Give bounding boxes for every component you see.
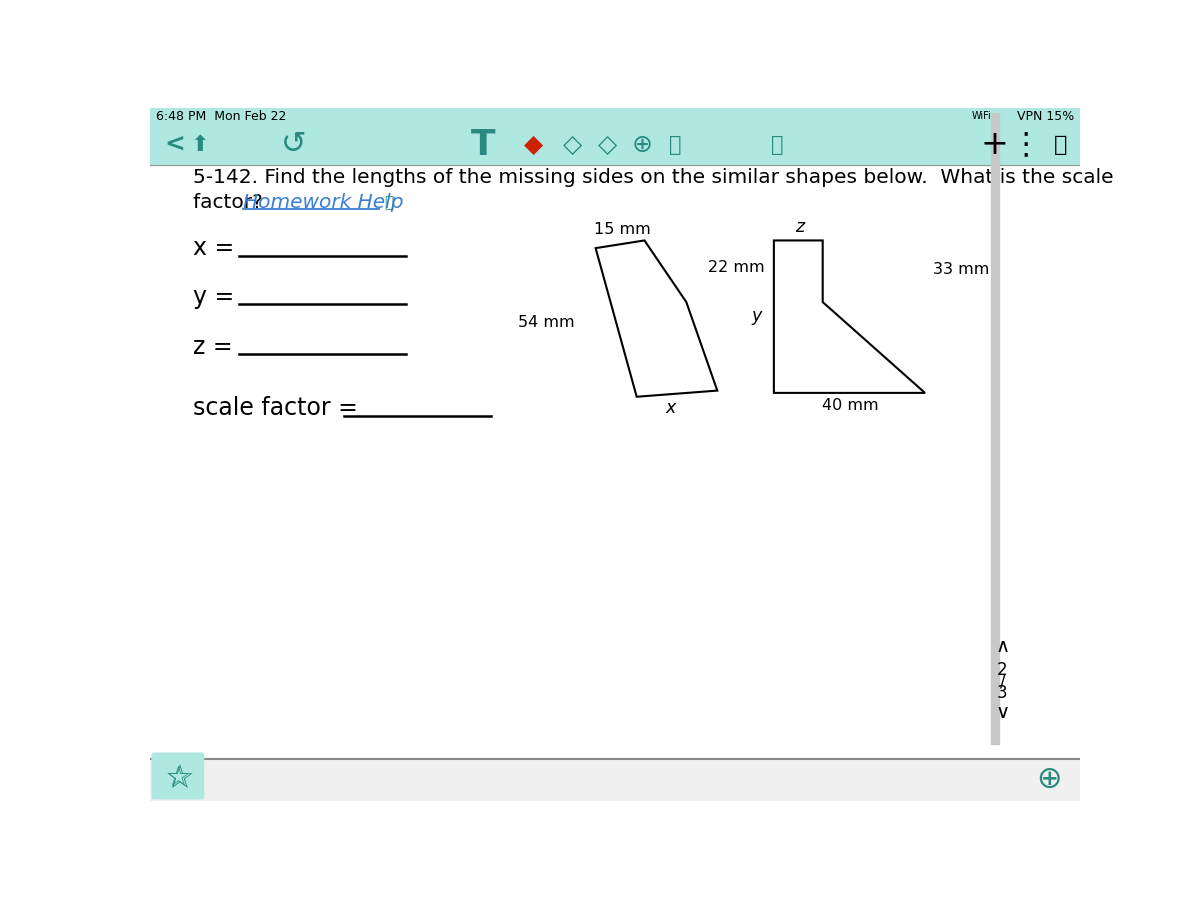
- Text: WiFi: WiFi: [972, 112, 991, 122]
- Text: y =: y =: [193, 284, 234, 309]
- Text: x: x: [666, 400, 676, 418]
- Text: ∧: ∧: [995, 637, 1009, 656]
- Text: ◇: ◇: [563, 133, 582, 157]
- Bar: [150, 108, 1080, 165]
- Text: ↺: ↺: [281, 130, 306, 159]
- Text: 3: 3: [997, 684, 1008, 702]
- Text: scale factor =: scale factor =: [193, 396, 358, 420]
- Text: 33 mm: 33 mm: [932, 262, 989, 277]
- Text: ⬜: ⬜: [1054, 135, 1067, 155]
- Text: 🎤: 🎤: [772, 135, 784, 155]
- Text: /: /: [1000, 672, 1006, 690]
- Text: 2: 2: [997, 662, 1008, 680]
- Text: x =: x =: [193, 236, 234, 260]
- Text: ∨: ∨: [995, 703, 1009, 722]
- Text: ☆: ☆: [164, 763, 194, 796]
- Text: ⋮: ⋮: [1010, 130, 1042, 159]
- Text: ⬆: ⬆: [191, 135, 209, 155]
- Text: ⊕: ⊕: [631, 133, 653, 157]
- Text: Homework Help: Homework Help: [242, 194, 403, 212]
- Polygon shape: [595, 240, 718, 397]
- Bar: [150, 759, 1080, 801]
- Text: ◆: ◆: [524, 133, 544, 157]
- Text: ⊕: ⊕: [1037, 765, 1062, 795]
- Text: ☆: ☆: [166, 764, 191, 792]
- FancyBboxPatch shape: [151, 752, 204, 799]
- Text: 15 mm: 15 mm: [594, 222, 652, 238]
- Text: ✋: ✋: [670, 135, 682, 155]
- Text: y: y: [751, 307, 762, 325]
- Polygon shape: [774, 240, 925, 393]
- Text: 54 mm: 54 mm: [518, 315, 575, 329]
- Text: VPN 15%: VPN 15%: [1016, 110, 1074, 123]
- Text: +: +: [980, 129, 1009, 161]
- Text: 5-142. Find the lengths of the missing sides on the similar shapes below.  What : 5-142. Find the lengths of the missing s…: [193, 167, 1114, 187]
- Text: 40 mm: 40 mm: [822, 399, 878, 413]
- Text: factor?: factor?: [193, 194, 269, 212]
- Text: 22 mm: 22 mm: [708, 260, 764, 274]
- Text: z: z: [794, 219, 804, 237]
- Text: 🔖: 🔖: [384, 195, 394, 211]
- Text: T: T: [470, 128, 496, 162]
- Text: ◇: ◇: [598, 133, 617, 157]
- Text: <: <: [164, 133, 185, 157]
- Bar: [991, 112, 998, 744]
- Text: 6:48 PM  Mon Feb 22: 6:48 PM Mon Feb 22: [156, 110, 287, 123]
- Text: z =: z =: [193, 335, 233, 359]
